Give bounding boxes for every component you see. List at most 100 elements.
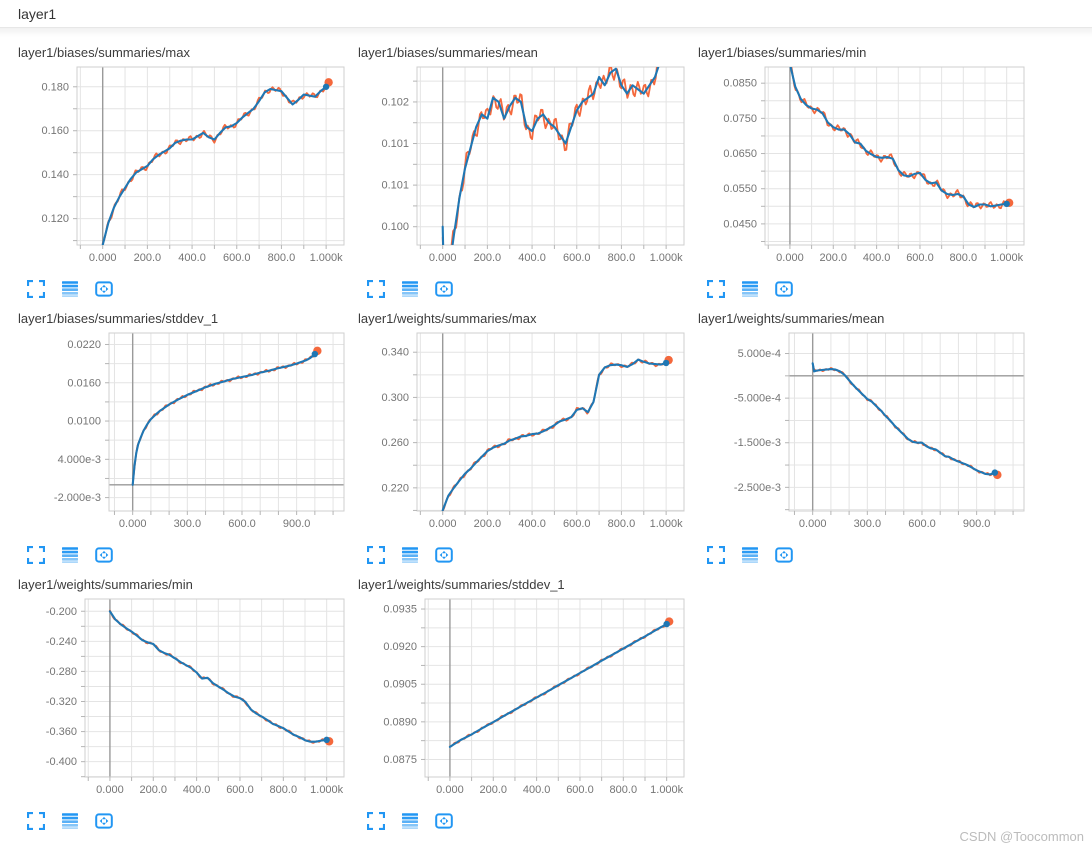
expand-chart-button[interactable]: [707, 279, 725, 298]
svg-text:-0.400: -0.400: [46, 756, 77, 768]
chart-canvas[interactable]: 0.0450 0.0550 0.0650 0.0750 0.0850 0.000 200.0…: [690, 63, 1030, 269]
fit-domain-button[interactable]: [95, 812, 113, 830]
svg-text:0.0160: 0.0160: [67, 377, 101, 389]
svg-text:0.120: 0.120: [41, 213, 69, 225]
svg-text:600.0: 600.0: [566, 784, 594, 796]
chart-title: layer1/weights/summaries/max: [358, 311, 537, 326]
svg-text:1.000k: 1.000k: [990, 252, 1024, 264]
svg-text:900.0: 900.0: [283, 518, 311, 530]
chart-canvas[interactable]: 5.000e-4 -5.000e-4 -1.500e-3 -2.500e-3 0.000…: [690, 329, 1030, 535]
stacked-lines-icon: [402, 280, 418, 297]
svg-text:900.0: 900.0: [963, 518, 991, 530]
svg-text:600.0: 600.0: [906, 252, 934, 264]
fit-domain-button[interactable]: [775, 546, 793, 564]
svg-text:800.0: 800.0: [608, 518, 636, 530]
svg-text:400.0: 400.0: [523, 784, 551, 796]
svg-text:0.000: 0.000: [436, 784, 464, 796]
svg-text:200.0: 200.0: [474, 518, 502, 530]
chart-card: layer1/weights/summaries/max 0.220 0.260 0…: [350, 309, 690, 565]
svg-text:0.000: 0.000: [119, 518, 147, 530]
chart-toolbar: [350, 269, 690, 299]
category-header[interactable]: layer1: [0, 0, 1092, 37]
chart-toolbar: [10, 801, 350, 831]
toggle-runs-button[interactable]: [401, 546, 419, 564]
stacked-lines-icon: [742, 546, 758, 563]
svg-text:-2.000e-3: -2.000e-3: [54, 492, 101, 504]
chart-canvas[interactable]: 0.220 0.260 0.300 0.340 0.000 200.0 400.0 600.0…: [350, 329, 690, 535]
chart-toolbar: [690, 535, 1030, 565]
fit-domain-button[interactable]: [435, 812, 453, 830]
svg-text:-0.320: -0.320: [46, 696, 77, 708]
chart-canvas[interactable]: 0.100 0.101 0.101 0.102 0.000 200.0 400.0 600.0…: [350, 63, 690, 269]
svg-text:0.340: 0.340: [381, 347, 409, 359]
fullscreen-icon: [707, 545, 725, 564]
toggle-runs-button[interactable]: [61, 812, 79, 830]
fit-domain-button[interactable]: [95, 546, 113, 564]
expand-chart-button[interactable]: [27, 279, 45, 298]
chart-title: layer1/biases/summaries/mean: [358, 45, 538, 60]
svg-text:400.0: 400.0: [863, 252, 891, 264]
svg-text:600.0: 600.0: [563, 518, 591, 530]
fit-domain-button[interactable]: [95, 280, 113, 298]
toggle-runs-button[interactable]: [61, 280, 79, 298]
svg-text:0.000: 0.000: [429, 518, 457, 530]
svg-text:-0.360: -0.360: [46, 726, 77, 738]
expand-chart-button[interactable]: [367, 545, 385, 564]
toggle-runs-button[interactable]: [401, 280, 419, 298]
fullscreen-icon: [367, 811, 385, 830]
chart-canvas[interactable]: 0.120 0.140 0.160 0.180 0.000 200.0 400.0 600.0…: [10, 63, 350, 269]
toggle-runs-button[interactable]: [741, 546, 759, 564]
chart-title: layer1/biases/summaries/min: [698, 45, 867, 60]
svg-text:-5.000e-4: -5.000e-4: [734, 393, 781, 405]
svg-text:-2.500e-3: -2.500e-3: [734, 482, 781, 494]
svg-text:200.0: 200.0: [140, 784, 168, 796]
fullscreen-icon: [27, 811, 45, 830]
toggle-runs-button[interactable]: [61, 546, 79, 564]
fullscreen-icon: [27, 279, 45, 298]
svg-text:800.0: 800.0: [950, 252, 978, 264]
svg-text:0.100: 0.100: [381, 221, 409, 233]
fit-domain-button[interactable]: [775, 280, 793, 298]
svg-text:0.0890: 0.0890: [383, 716, 417, 728]
chart-toolbar: [10, 535, 350, 565]
toggle-runs-button[interactable]: [741, 280, 759, 298]
chart-card: layer1/biases/summaries/mean 0.100 0.101 0…: [350, 43, 690, 299]
category-title: layer1: [18, 5, 57, 22]
svg-text:1.000k: 1.000k: [650, 784, 684, 796]
expand-chart-button[interactable]: [27, 545, 45, 564]
fit-domain-icon: [775, 546, 793, 563]
stacked-lines-icon: [62, 280, 78, 297]
expand-chart-button[interactable]: [27, 811, 45, 830]
fit-domain-button[interactable]: [435, 280, 453, 298]
svg-text:800.0: 800.0: [608, 252, 636, 264]
svg-text:0.0750: 0.0750: [723, 113, 757, 125]
svg-text:400.0: 400.0: [178, 252, 206, 264]
fit-domain-icon: [95, 280, 113, 297]
svg-text:0.000: 0.000: [96, 784, 124, 796]
fit-domain-button[interactable]: [435, 546, 453, 564]
svg-text:200.0: 200.0: [480, 784, 508, 796]
svg-text:0.0850: 0.0850: [723, 78, 757, 90]
chart-canvas[interactable]: -2.000e-3 4.000e-3 0.0100 0.0160 0.0220 0.000…: [10, 329, 350, 535]
svg-text:0.0100: 0.0100: [67, 416, 101, 428]
stacked-lines-icon: [62, 546, 78, 563]
svg-text:300.0: 300.0: [854, 518, 882, 530]
svg-text:0.140: 0.140: [41, 169, 69, 181]
chart-canvas[interactable]: -0.200 -0.240 -0.280 -0.320 -0.360 -0.400 0.00…: [10, 595, 350, 801]
svg-text:0.300: 0.300: [381, 392, 409, 404]
svg-text:-0.280: -0.280: [46, 666, 77, 678]
stacked-lines-icon: [402, 546, 418, 563]
chart-canvas[interactable]: 0.0875 0.0890 0.0905 0.0920 0.0935 0.000 200.0…: [350, 595, 690, 801]
fullscreen-icon: [27, 545, 45, 564]
expand-chart-button[interactable]: [707, 545, 725, 564]
svg-text:200.0: 200.0: [134, 252, 162, 264]
fullscreen-icon: [367, 545, 385, 564]
toggle-runs-button[interactable]: [401, 812, 419, 830]
fit-domain-icon: [435, 280, 453, 297]
charts-grid: layer1/biases/summaries/max 0.120 0.140 0.…: [0, 28, 1092, 831]
expand-chart-button[interactable]: [367, 279, 385, 298]
expand-chart-button[interactable]: [367, 811, 385, 830]
chart-toolbar: [10, 269, 350, 299]
svg-text:0.0220: 0.0220: [67, 339, 101, 351]
svg-text:0.180: 0.180: [41, 81, 69, 93]
